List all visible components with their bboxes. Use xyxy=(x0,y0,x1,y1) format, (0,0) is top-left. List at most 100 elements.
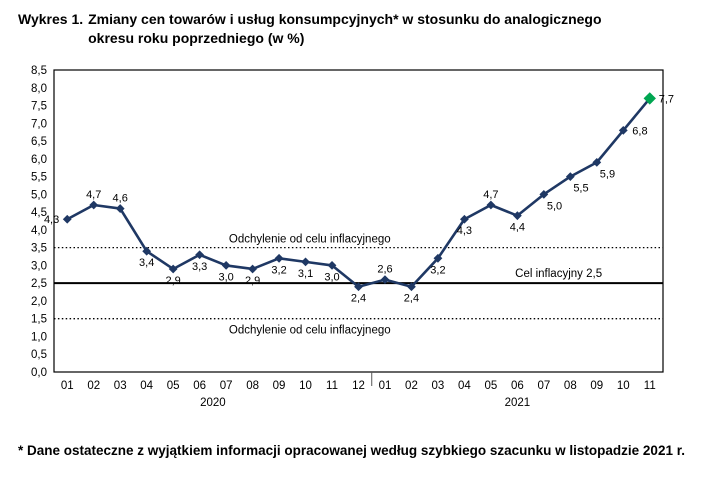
data-point-label: 4,3 xyxy=(44,214,59,226)
y-axis-tick-label: 0,0 xyxy=(31,367,47,379)
x-axis-month-label: 03 xyxy=(432,380,445,392)
data-point-label: 5,0 xyxy=(547,200,562,212)
y-axis-tick-label: 6,5 xyxy=(31,136,47,148)
data-point-label: 2,4 xyxy=(351,293,366,305)
data-point-label: 3,2 xyxy=(430,264,445,276)
data-point-marker xyxy=(592,157,602,167)
data-line xyxy=(65,96,652,288)
x-axis-month-label: 06 xyxy=(193,380,206,392)
y-axis-tick-label: 1,0 xyxy=(31,331,47,343)
x-axis-month-label: 06 xyxy=(511,380,524,392)
y-axis-tick-label: 7,5 xyxy=(31,100,47,112)
data-point-label: 3,1 xyxy=(298,268,313,280)
x-axis-month-label: 04 xyxy=(458,380,471,392)
x-axis-month-label: 04 xyxy=(140,380,153,392)
data-point-label: 3,0 xyxy=(218,271,233,283)
chart-title-text: Zmiany cen towarów i usług konsumpcyjnyc… xyxy=(88,11,602,46)
data-point-label: 3,2 xyxy=(271,264,286,276)
y-axis-tick-label: 3,0 xyxy=(31,260,47,272)
x-axis-month-label: 02 xyxy=(87,380,100,392)
data-point-marker xyxy=(486,200,496,210)
y-axis-tick-label: 1,5 xyxy=(31,313,47,325)
x-axis-month-label: 01 xyxy=(61,380,74,392)
y-axis-tick-label: 4,5 xyxy=(31,207,47,219)
data-point-marker xyxy=(512,211,522,220)
x-axis-month-label: 08 xyxy=(246,380,259,392)
data-point-label: 5,5 xyxy=(573,182,588,194)
data-point-label: 2,6 xyxy=(377,263,392,275)
data-point-marker xyxy=(221,260,231,270)
x-axis-month-label: 07 xyxy=(220,380,233,392)
x-axis-month-label: 08 xyxy=(564,380,577,392)
reference-line-label: Odchylenie od celu inflacyjnego xyxy=(229,233,391,245)
data-point-marker xyxy=(354,282,363,291)
chart-title: Wykres 1. Zmiany cen towarów i usług kon… xyxy=(0,0,724,48)
data-point-marker xyxy=(89,200,99,210)
x-axis-month-label: 11 xyxy=(326,380,338,392)
data-point-label: 2,9 xyxy=(166,275,181,287)
x-axis-month-label: 02 xyxy=(405,380,418,392)
data-point-label: 7,7 xyxy=(659,93,674,105)
x-axis-month-label: 12 xyxy=(352,380,365,392)
data-point-marker xyxy=(115,203,125,213)
data-point-label: 4,6 xyxy=(113,192,128,204)
data-point-marker xyxy=(618,125,628,135)
data-point-label: 5,9 xyxy=(600,168,615,180)
y-axis-tick-label: 3,5 xyxy=(31,242,47,254)
data-point-marker xyxy=(195,250,205,259)
x-axis-month-label: 01 xyxy=(379,380,392,392)
y-axis-tick-label: 8,0 xyxy=(31,83,47,95)
data-point-label: 4,7 xyxy=(483,189,498,201)
data-point-label: 3,3 xyxy=(192,261,207,273)
reference-line-label: Odchylenie od celu inflacyjnego xyxy=(229,324,391,336)
y-axis-tick-label: 7,0 xyxy=(31,118,47,130)
line-chart: Odchylenie od celu inflacyjnego Cel infla… xyxy=(31,65,674,409)
y-axis-tick-label: 8,5 xyxy=(31,65,47,77)
data-point-marker xyxy=(433,253,443,263)
y-axis-tick-label: 0,5 xyxy=(31,349,47,361)
y-axis-tick-label: 6,0 xyxy=(31,154,47,166)
plot-border xyxy=(53,69,664,373)
data-point-marker xyxy=(460,214,469,224)
data-point-marker xyxy=(142,246,152,256)
data-point-label: 4,7 xyxy=(86,189,101,201)
data-point-marker xyxy=(407,282,416,291)
x-axis-month-label: 10 xyxy=(299,380,312,392)
x-axis-month-label: 05 xyxy=(167,380,180,392)
data-point-label: 3,0 xyxy=(324,271,339,283)
data-point-label: 2,9 xyxy=(245,275,260,287)
y-axis-tick-label: 5,0 xyxy=(31,189,47,201)
reference-line-label: Cel inflacyjny 2,5 xyxy=(515,268,602,280)
data-point-marker xyxy=(301,257,310,267)
x-axis-year-label: 2020 xyxy=(200,397,226,409)
chart-title-prefix: Wykres 1. xyxy=(18,11,84,27)
data-point-marker xyxy=(380,275,390,284)
x-axis-month-label: 10 xyxy=(617,380,630,392)
x-axis-month-label: 09 xyxy=(273,380,286,392)
x-axis-month-label: 07 xyxy=(537,380,550,392)
x-axis-month-label: 05 xyxy=(484,380,497,392)
data-point-label: 4,3 xyxy=(457,225,472,237)
x-axis-month-label: 11 xyxy=(644,380,656,392)
data-point-marker xyxy=(274,253,284,263)
data-point-marker xyxy=(168,264,178,274)
x-axis-year-label: 2021 xyxy=(505,397,531,409)
data-point-marker xyxy=(248,264,257,274)
y-axis-tick-label: 2,5 xyxy=(31,278,47,290)
data-point-marker xyxy=(539,189,549,199)
data-point-marker xyxy=(565,171,575,181)
data-point-marker-last xyxy=(643,92,656,105)
y-axis-tick-label: 4,0 xyxy=(31,225,47,237)
data-point-label: 4,4 xyxy=(510,221,525,233)
y-axis-tick-label: 2,0 xyxy=(31,296,47,308)
data-point-marker xyxy=(327,260,337,270)
data-point-label: 2,4 xyxy=(404,293,419,305)
chart-area: Odchylenie od celu inflacyjnego Cel infla… xyxy=(8,60,724,417)
x-axis-month-label: 03 xyxy=(114,380,127,392)
x-axis-month-label: 09 xyxy=(590,380,603,392)
y-axis-tick-label: 5,5 xyxy=(31,171,47,183)
chart-footnote: * Dane ostateczne z wyjątkiem informacji… xyxy=(18,442,685,458)
data-point-label: 6,8 xyxy=(632,125,647,137)
data-point-label: 3,4 xyxy=(139,257,154,269)
